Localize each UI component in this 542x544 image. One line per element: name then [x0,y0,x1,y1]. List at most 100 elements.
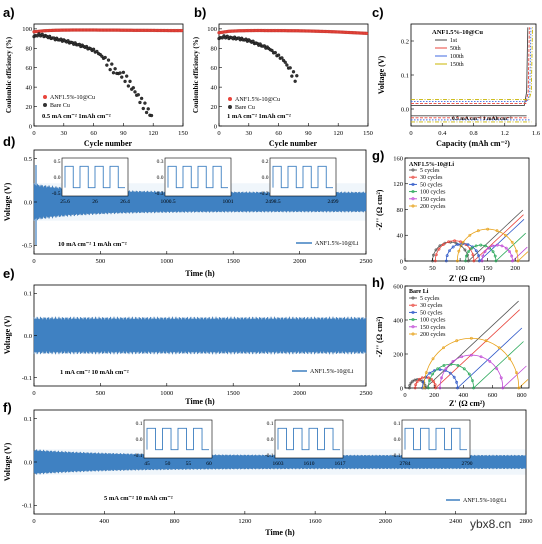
panel-c-title: ANF1.5%-10@Cu [432,29,483,36]
inset-f1-trace [146,427,209,451]
legend-marker-h [411,325,415,329]
data-point-bare-cu [270,48,274,53]
nyquist-point [472,259,476,263]
y-tick-label: 200 [393,351,403,358]
nyquist-point [494,259,498,263]
nyquist-point [455,259,459,263]
data-point-bare-cu [110,62,114,66]
y-tick-label: 40 [26,84,33,91]
data-point-bare-cu [105,63,109,67]
stripping-curve-1st [411,27,529,107]
nyquist-point [463,248,467,252]
panel-letter-e: e) [3,266,15,281]
nyquist-point [459,240,462,244]
y-tick-label: 0.0 [401,106,409,113]
nyquist-point [483,250,487,254]
stripping-curve-150th [411,27,533,100]
y-tick-label: 60 [26,65,33,72]
y-tick-label: 100 [22,26,32,33]
panel-d-xlabel: Time (h) [185,269,215,278]
x-tick-label: 90 [305,130,312,137]
nyquist-point [487,246,490,250]
x-tick-label: 1000 [160,258,173,265]
panel-h-frame [404,285,530,389]
x-tick-label: 200 [429,392,439,399]
data-point-bare-cu [288,66,292,70]
nyquist-point [466,259,470,263]
x-tick-label: 0 [217,130,220,137]
panel-b-frame [218,23,369,127]
data-point-bare-cu [141,106,145,111]
data-point-bare-cu [126,84,131,88]
panel-c-frame [410,23,537,127]
y-tick-label: 120 [393,181,403,188]
nyquist-point [428,371,432,375]
y-tick-label: 80 [211,46,218,53]
x-tick-label: 0 [32,130,35,137]
data-point-bare-cu [143,101,147,105]
x-tick-label: 500 [96,258,106,265]
x-tick-label: 800 [517,392,527,399]
nyquist-fit-50-cycles [445,219,525,262]
nyquist-point [469,353,473,357]
nyquist-point [501,386,505,390]
x-tick-label: 30 [246,130,253,137]
nyquist-point [479,355,483,359]
nyquist-point [422,386,426,390]
nyquist-point [504,246,508,250]
panel-f-condition: 5 mA cm⁻² 10 mAh cm⁻² [104,495,173,502]
nyquist-point [434,248,438,252]
inset-f2-y-tick-label: 0.0 [267,437,274,443]
data-point-bare-cu [273,50,277,55]
watermark-text: ybx8.cn [470,517,511,531]
data-point-bare-cu [111,71,116,75]
x-tick-label: 0 [403,392,406,399]
nyquist-point [454,241,458,245]
legend-label-g: 50 cycles [420,182,443,188]
data-point-bare-cu [251,39,255,43]
nyquist-point [511,259,514,263]
x-tick-label: 0 [32,518,35,525]
nyquist-point [437,247,441,251]
y-tick-label: 0.1 [24,291,32,298]
x-tick-label: 600 [488,392,498,399]
nyquist-point [407,386,411,390]
nyquist-point [508,357,512,361]
panel-letter-g: g) [372,148,384,163]
nyquist-point [488,359,492,363]
nyquist-point [517,386,521,390]
nyquist-point [409,381,413,385]
nyquist-fit-30-cycles [434,214,524,262]
y-tick-label: 40 [397,233,404,240]
panel-c-marks [411,27,533,123]
panel-h-xlabel: Z' (Ω cm²) [449,399,485,408]
legend-marker-h [411,318,415,322]
nyquist-point [456,364,460,367]
x-tick-label: 0 [403,265,406,272]
nyquist-point [426,386,430,390]
nyquist-fit-100-cycles [465,232,526,262]
inset-f1-y-tick-label: -0.1 [134,453,143,459]
panel-b-ylabel: Coulombic efficiency (%) [192,36,200,113]
legend-bare-a: Bare Cu [50,103,70,109]
panel-f-ylabel: Voltage (V) [3,442,12,481]
panel-d-ylabel: Voltage (V) [3,182,12,221]
data-point-bare-cu [120,75,124,79]
x-tick-label: 30 [61,130,68,137]
nyquist-point [469,336,473,340]
x-tick-label: 150 [483,265,493,272]
panel-h: 0 200 400 600 800 0 200 400 600 Bare Li 5 cycles… [375,283,530,408]
y-tick-label: -0.1 [22,503,32,510]
legend-label-g: 100 cycles [420,190,446,196]
data-point-bare-cu [280,56,284,60]
nyquist-point [444,367,448,371]
nyquist-point [455,339,459,343]
inset-f3-y-tick-label: 0.1 [394,421,401,427]
x-tick-label: 1000 [160,390,173,397]
legend-label-c: 50th [450,46,461,52]
panel-c-legend: 1st 50th 100th 150th [435,38,464,68]
nyquist-point [474,244,478,248]
panel-e-ylabel: Voltage (V) [3,315,12,354]
legend-marker-g [411,190,415,194]
panel-letter-b: b) [194,5,206,20]
